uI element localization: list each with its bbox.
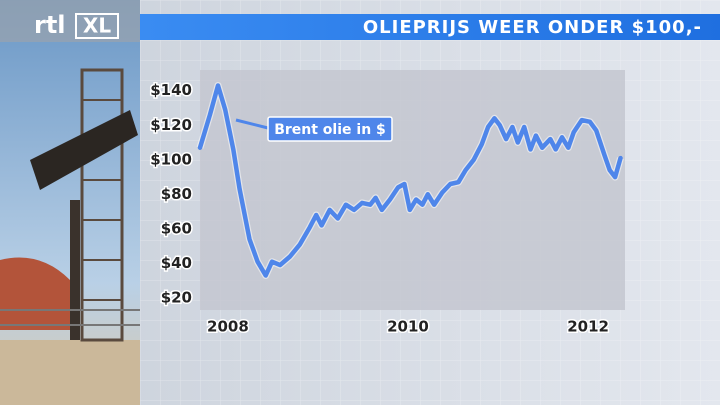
y-tick-label: $120 [150, 116, 192, 134]
title-bar [140, 14, 720, 40]
annotation-pointer [235, 118, 269, 130]
logo: rtl [34, 11, 66, 39]
plot: $20 $40 $60 $80 $100 $120 $140 2008 2010 2012 [149, 80, 624, 337]
y-tick-label: $140 [150, 81, 192, 99]
y-tick-label: $40 [161, 254, 192, 272]
chart-title: OLIEPRIJS WEER ONDER $100,- [363, 17, 702, 38]
annotation-box [267, 116, 393, 142]
x-tick-label: 2012 [567, 318, 609, 336]
data-line [197, 83, 623, 278]
logo-background [0, 0, 140, 42]
logo-badge: XL [83, 14, 111, 38]
y-tick-label: $60 [161, 219, 192, 237]
y-tick-label: $100 [150, 150, 192, 168]
x-tick-label: 2008 [207, 318, 249, 336]
y-tick-label: $80 [161, 185, 192, 203]
y-tick-label: $20 [161, 288, 192, 306]
logo-badge-frame [75, 13, 119, 39]
annotation: Brent olie in $ [274, 122, 386, 138]
x-tick-label: 2010 [387, 318, 429, 336]
photo [0, 0, 140, 405]
